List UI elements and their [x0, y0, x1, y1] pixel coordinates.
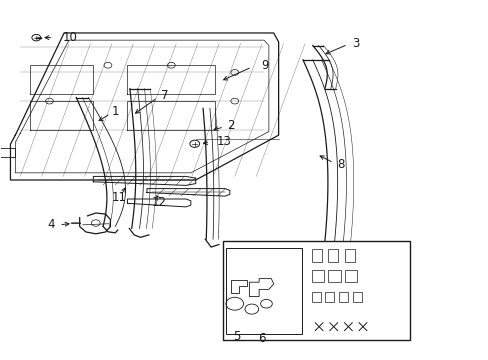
Bar	[344, 249, 354, 262]
Text: 4: 4	[48, 218, 55, 231]
Bar	[328, 249, 337, 262]
Bar	[352, 292, 361, 302]
Text: 8: 8	[336, 158, 344, 171]
Text: 13: 13	[216, 135, 231, 148]
Text: 11: 11	[111, 192, 126, 204]
Bar	[338, 292, 347, 302]
Bar	[328, 270, 340, 282]
Bar	[344, 270, 356, 282]
Text: 12: 12	[151, 196, 166, 209]
Text: 3: 3	[351, 36, 358, 50]
Bar	[311, 249, 321, 262]
Text: 1: 1	[112, 105, 119, 118]
Text: 5: 5	[232, 330, 240, 343]
Bar	[325, 292, 333, 302]
Text: 6: 6	[257, 332, 265, 345]
FancyBboxPatch shape	[222, 241, 409, 339]
FancyBboxPatch shape	[226, 248, 302, 334]
Text: 2: 2	[227, 119, 234, 132]
Bar	[311, 270, 324, 282]
Text: 10: 10	[63, 31, 78, 44]
Bar	[311, 292, 320, 302]
Text: 9: 9	[261, 59, 268, 72]
Text: 7: 7	[160, 89, 168, 102]
